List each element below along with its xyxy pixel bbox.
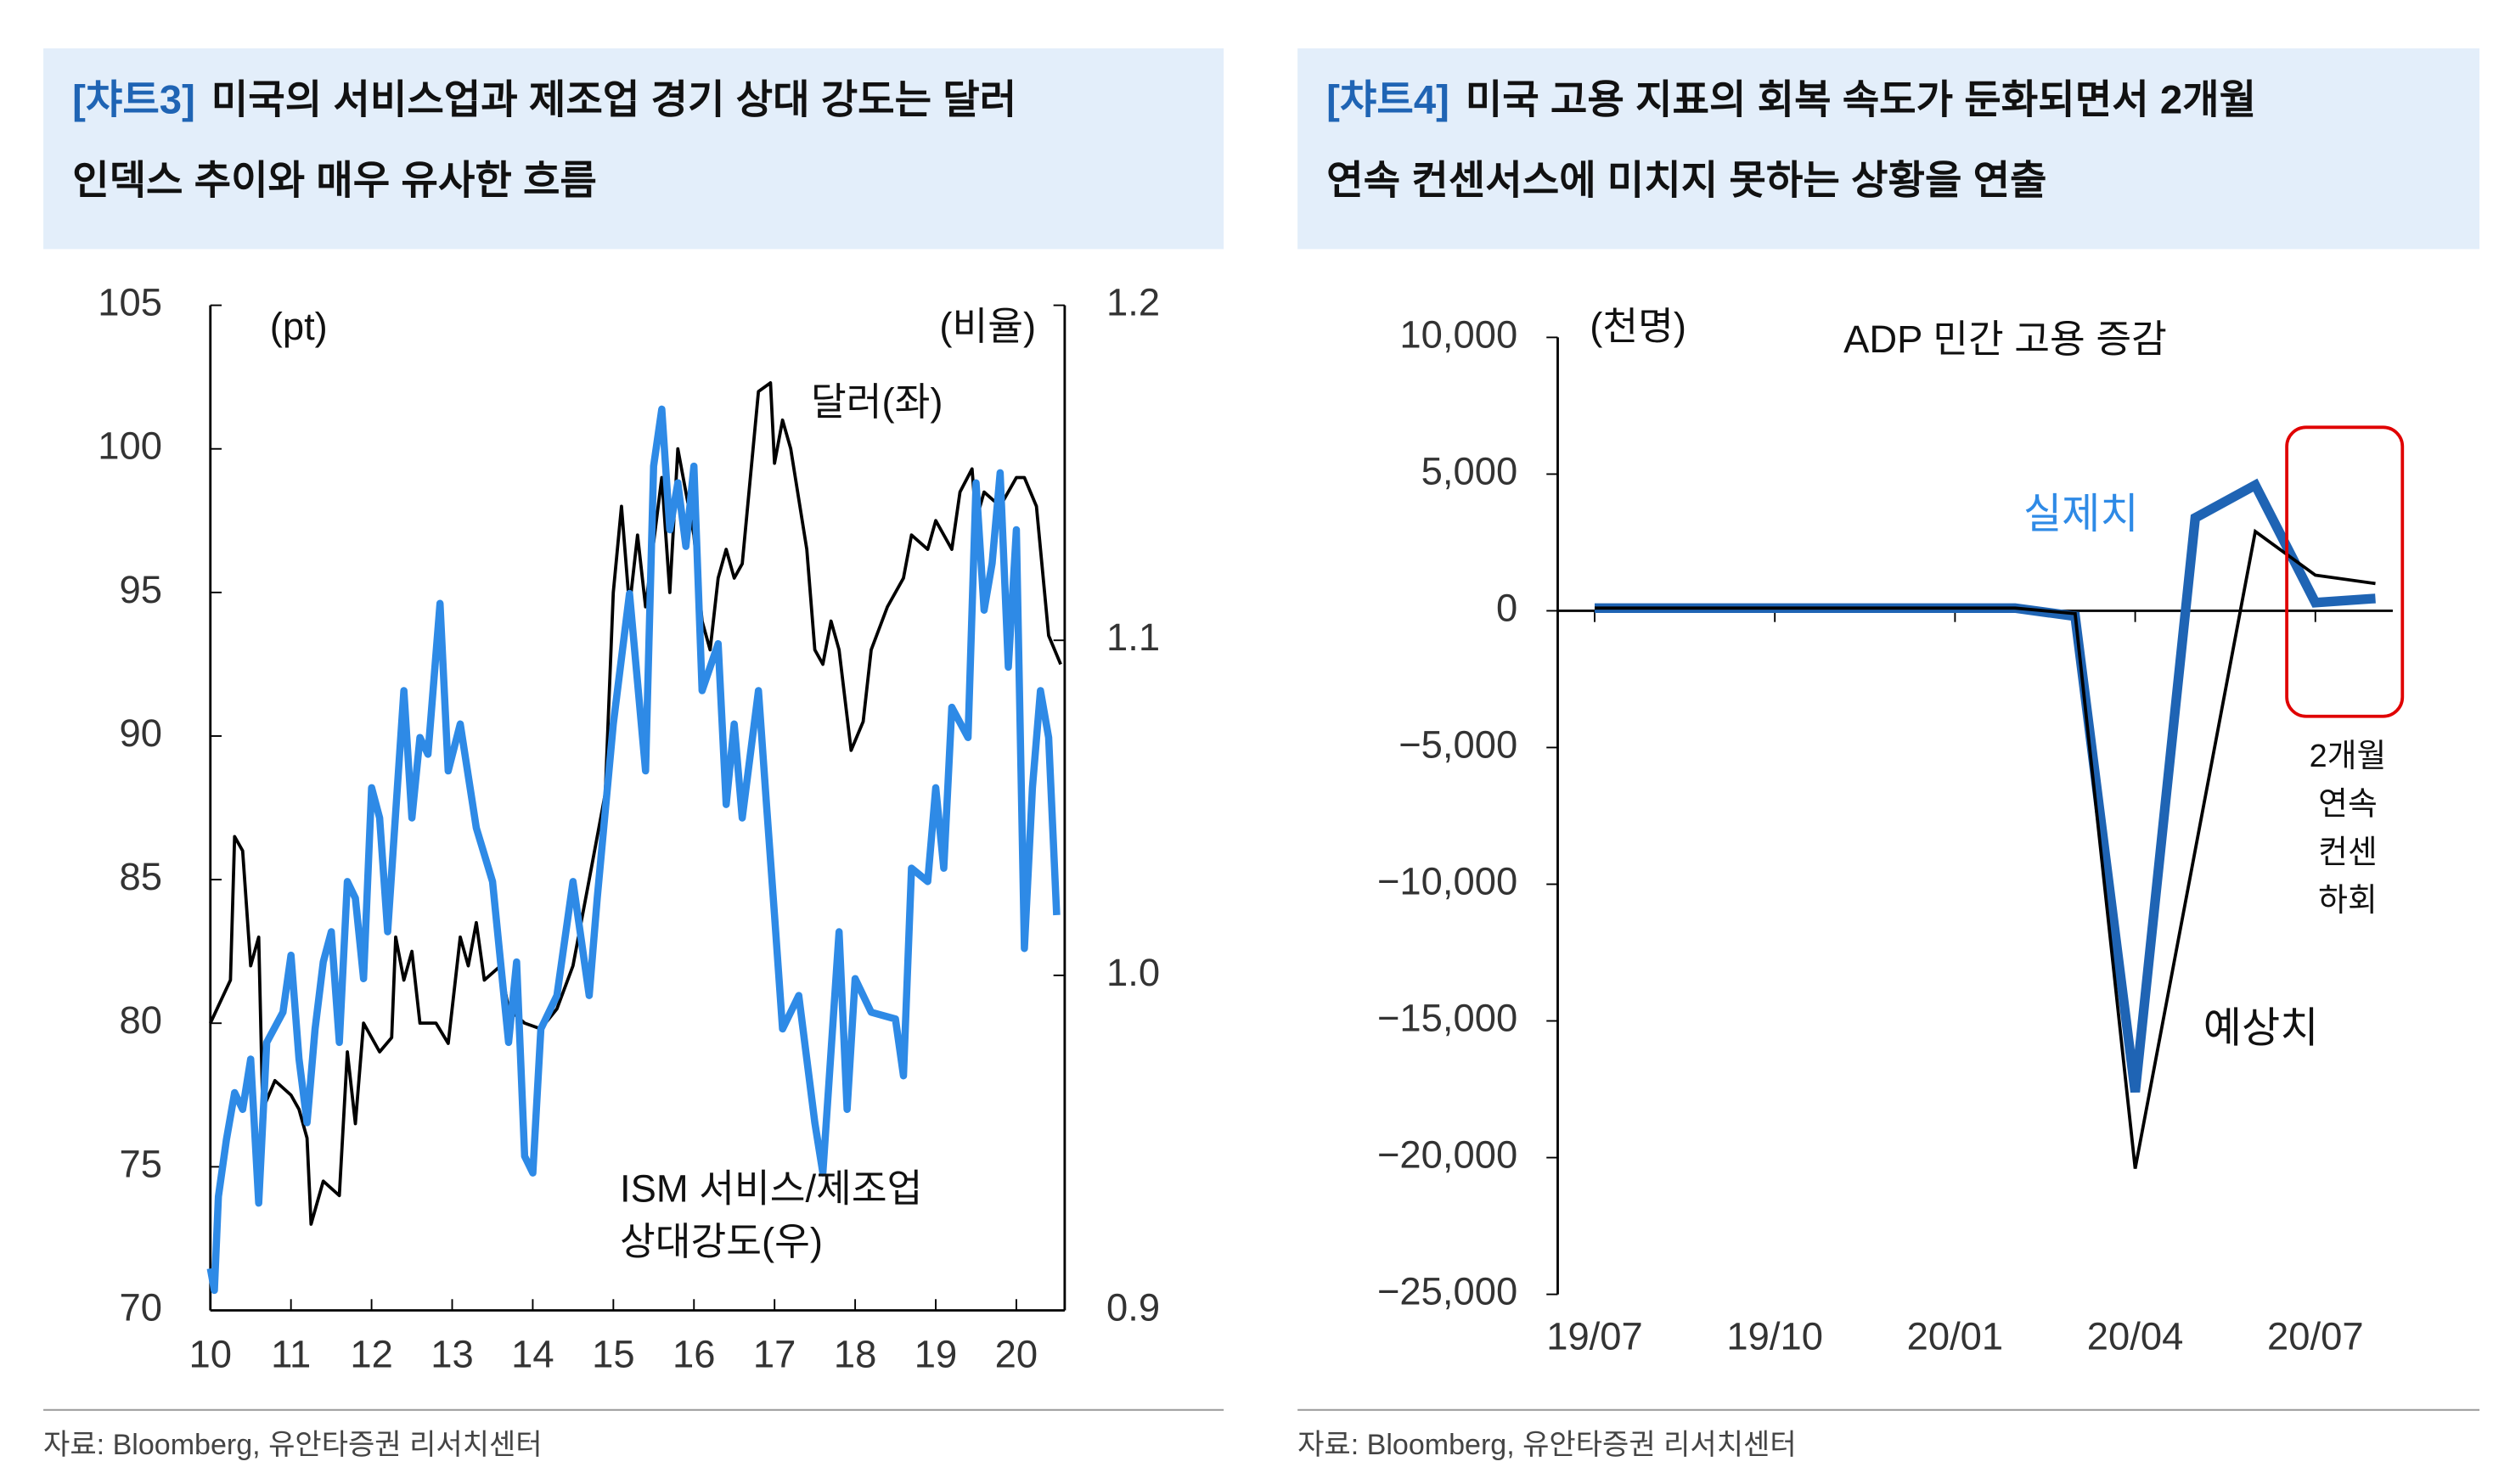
x-tick-label: 10 (189, 1332, 232, 1375)
series-line (1594, 528, 2376, 1169)
annotation: 컨센 (2318, 835, 2378, 870)
chart-label: [챠트3] (72, 78, 195, 123)
x-tick-label: 13 (431, 1332, 473, 1375)
y-tick-label: 5,000 (1421, 449, 1518, 492)
chart-title-line: 미국 고용 지표의 회복 속도가 둔화되면서 2개월 (1466, 78, 2256, 123)
x-tick-label: 20/04 (2087, 1315, 2184, 1358)
y2-tick-label: 1.1 (1106, 616, 1160, 659)
y-tick-label: 85 (120, 855, 162, 898)
y-tick-label: −5,000 (1399, 722, 1517, 766)
y-tick-label: 80 (120, 998, 162, 1042)
annotation: 실제치 (2023, 491, 2139, 537)
y-tick-label: 10,000 (1399, 312, 1517, 356)
annotation: 2개월 (2310, 739, 2387, 774)
y-tick-label: 90 (120, 711, 162, 755)
chart-title-line: 연속 컨센서스에 미치지 못하는 상황을 연출 (1326, 158, 2046, 203)
y-tick-label: −20,000 (1377, 1133, 1517, 1177)
header-band (43, 48, 1224, 250)
annotation: 예상치 (2203, 1004, 2319, 1051)
y2-tick-label: 1.0 (1106, 951, 1160, 994)
annotation: ISM 서비스/제조업 (620, 1167, 922, 1211)
y2-tick-label: 1.2 (1106, 281, 1160, 324)
source: 자료: Bloomberg, 유안타증권 리서치센터 (43, 1429, 543, 1461)
y-tick-label: −10,000 (1377, 859, 1517, 902)
header-band (1297, 48, 2480, 250)
y2-tick-label: 0.9 (1106, 1285, 1160, 1329)
annotation: 연속 (2318, 787, 2378, 823)
chart-title: [챠트4] 미국 고용 지표의 회복 속도가 둔화되면서 2개월 (1326, 78, 2256, 123)
chart-title-line: 미국의 서비스업과 제조업 경기 상대 강도는 달러 (211, 78, 1016, 123)
annotation: 달러(좌) (811, 380, 943, 424)
series-line (206, 405, 1061, 1295)
annotation: (천명) (1590, 305, 1686, 348)
y-tick-label: 75 (120, 1142, 162, 1185)
y-tick-label: −15,000 (1377, 997, 1517, 1040)
x-tick-label: 19/07 (1546, 1315, 1643, 1358)
y-tick-label: 70 (120, 1285, 162, 1329)
y-tick-label: 0 (1496, 586, 1517, 629)
source: 자료: Bloomberg, 유안타증권 리서치센터 (1297, 1429, 1797, 1461)
chart-title-line: 인덱스 추이와 매우 유사한 흐름 (72, 158, 597, 203)
chart-title: [챠트3] 미국의 서비스업과 제조업 경기 상대 강도는 달러 (72, 78, 1016, 123)
x-tick-label: 20/07 (2267, 1315, 2364, 1358)
annotation: (pt) (270, 305, 328, 348)
x-tick-label: 16 (673, 1332, 715, 1375)
y-tick-label: −25,000 (1377, 1270, 1517, 1313)
chart-label: [챠트4] (1326, 78, 1449, 123)
annotation: (비율) (939, 305, 1036, 348)
annotation: 하회 (2318, 883, 2378, 919)
highlight-box (2285, 425, 2405, 718)
annotation: ADP 민간 고용 증감 (1843, 318, 2167, 361)
y-tick-label: 95 (120, 568, 162, 611)
x-tick-label: 18 (834, 1332, 876, 1375)
x-tick-label: 19 (915, 1332, 957, 1375)
series-line (209, 381, 1062, 1226)
x-tick-label: 12 (350, 1332, 392, 1375)
y-tick-label: 100 (98, 424, 162, 468)
x-tick-label: 14 (511, 1332, 554, 1375)
x-tick-label: 19/10 (1726, 1315, 1823, 1358)
y-tick-label: 105 (98, 281, 162, 324)
x-tick-label: 20 (995, 1332, 1038, 1375)
series-line (1594, 478, 2376, 1093)
x-tick-label: 11 (271, 1332, 311, 1375)
x-tick-label: 20/01 (1907, 1315, 2004, 1358)
annotation: 상대강도(우) (620, 1220, 823, 1263)
x-tick-label: 15 (592, 1332, 634, 1375)
x-tick-label: 17 (753, 1332, 796, 1375)
